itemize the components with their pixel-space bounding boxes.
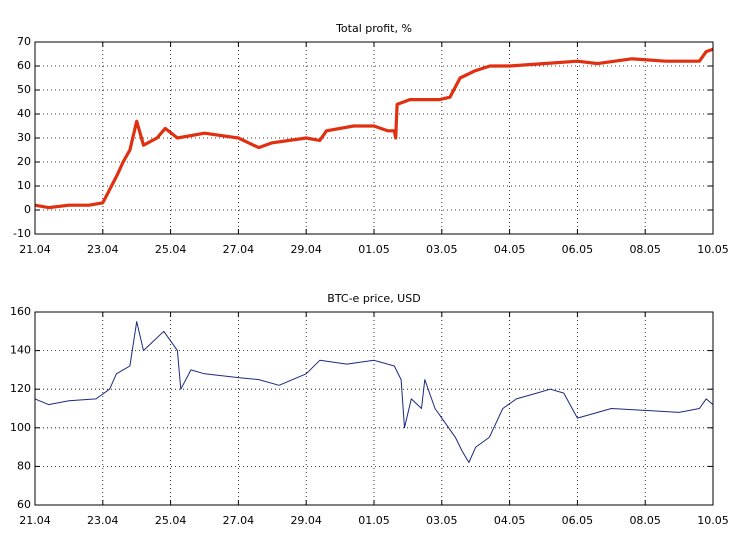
x-tick-label: 23.04 xyxy=(87,243,119,256)
y-tick-label: 140 xyxy=(10,344,31,357)
y-tick-label: 80 xyxy=(17,459,31,472)
x-tick-label: 10.05 xyxy=(697,514,729,527)
y-tick-label: -10 xyxy=(13,227,31,240)
line-series xyxy=(34,47,714,210)
y-tick-label: 70 xyxy=(17,35,31,48)
x-tick-label: 29.04 xyxy=(290,243,322,256)
y-tick-label: 120 xyxy=(10,382,31,395)
x-tick-label: 06.05 xyxy=(562,243,594,256)
y-tick-label: 0 xyxy=(24,203,31,216)
x-tick-label: 04.05 xyxy=(494,243,526,256)
x-tick-label: 27.04 xyxy=(223,514,255,527)
y-tick-label: 160 xyxy=(10,305,31,318)
chart-title: Total profit, % xyxy=(335,22,412,35)
x-tick-label: 10.05 xyxy=(697,243,729,256)
x-tick-label: 03.05 xyxy=(426,243,458,256)
x-tick-label: 23.04 xyxy=(87,514,119,527)
x-tick-label: 21.04 xyxy=(19,514,51,527)
y-tick-label: 100 xyxy=(10,421,31,434)
x-tick-label: 08.05 xyxy=(629,514,661,527)
x-tick-label: 06.05 xyxy=(562,514,594,527)
plot-frame xyxy=(34,311,714,506)
x-tick-label: 03.05 xyxy=(426,514,458,527)
x-tick-label: 21.04 xyxy=(19,243,51,256)
y-tick-label: 50 xyxy=(17,83,31,96)
x-tick-label: 08.05 xyxy=(629,243,661,256)
x-tick-label: 01.05 xyxy=(358,243,390,256)
x-tick-label: 29.04 xyxy=(290,514,322,527)
plot-frame xyxy=(34,41,714,235)
y-tick-label: 10 xyxy=(17,179,31,192)
y-tick-label: 60 xyxy=(17,59,31,72)
x-tick-label: 27.04 xyxy=(223,243,255,256)
x-tick-label: 01.05 xyxy=(358,514,390,527)
line-series xyxy=(34,321,714,463)
x-tick-label: 25.04 xyxy=(155,243,187,256)
x-tick-label: 25.04 xyxy=(155,514,187,527)
chart-title: BTC-e price, USD xyxy=(327,292,420,305)
x-tick-label: 04.05 xyxy=(494,514,526,527)
y-tick-label: 20 xyxy=(17,155,31,168)
y-tick-label: 60 xyxy=(17,498,31,511)
y-tick-label: 30 xyxy=(17,131,31,144)
y-tick-label: 40 xyxy=(17,107,31,120)
